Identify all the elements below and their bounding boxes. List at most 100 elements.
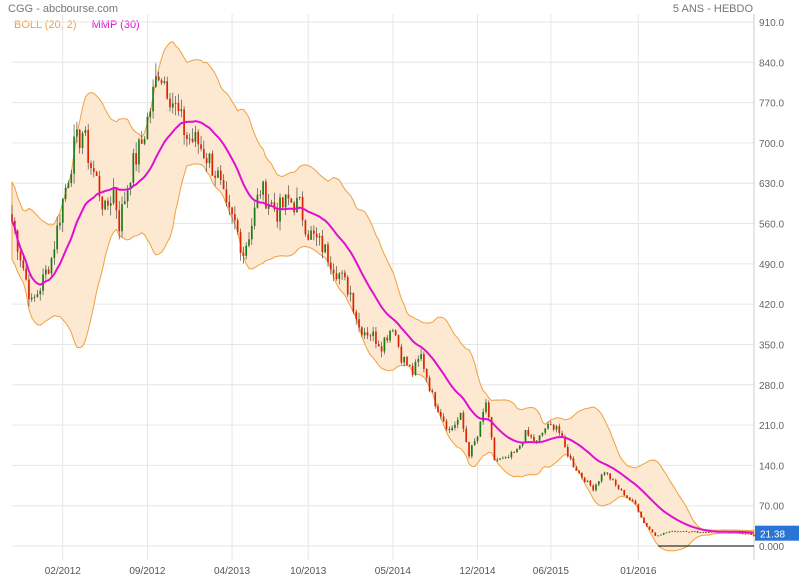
candle-body [750, 533, 753, 535]
candle-body [219, 170, 222, 181]
candle-body [442, 416, 445, 422]
candle-body [315, 233, 318, 238]
candle-body [705, 532, 707, 534]
candle-body [428, 377, 431, 391]
candle-body [482, 411, 484, 422]
candle-body [112, 187, 115, 204]
candle-body [555, 426, 558, 430]
candle-body [696, 531, 699, 533]
candle-body [648, 526, 651, 530]
x-tick-label: 10/2013 [290, 566, 327, 577]
candle-body [490, 417, 493, 438]
candle-body [513, 452, 516, 453]
candle-body [160, 80, 163, 83]
candle-body [152, 86, 154, 112]
candle-body [87, 130, 90, 163]
candle-body [50, 258, 53, 274]
candle-body [631, 499, 634, 501]
candle-body [550, 424, 552, 425]
candle-body [445, 421, 448, 430]
candle-body [620, 488, 623, 491]
candle-body [90, 162, 92, 169]
candle-body [33, 296, 36, 298]
candle-body [392, 330, 394, 332]
candle-body [234, 214, 236, 221]
candle-body [634, 500, 637, 505]
candle-body [665, 532, 668, 534]
candle-body [507, 457, 510, 458]
candle-body [59, 222, 61, 226]
candle-body [143, 139, 146, 144]
candle-body [290, 198, 293, 203]
candle-body [397, 335, 400, 347]
candle-body [228, 202, 231, 208]
candle-body [586, 480, 589, 482]
candle-body [702, 532, 705, 533]
candle-body [214, 175, 216, 178]
candle-body [564, 436, 566, 448]
candle-body [253, 207, 256, 226]
candle-body [612, 479, 614, 481]
candle-body [211, 153, 214, 176]
x-tick-label: 09/2012 [129, 566, 166, 577]
candle-body [36, 294, 39, 297]
candle-body [459, 412, 462, 420]
candle-body [693, 531, 696, 533]
candle-body [414, 362, 417, 376]
candle-body [129, 182, 132, 189]
candle-body [22, 260, 25, 269]
y-tick-label: 770.0 [759, 99, 784, 110]
y-tick-label: 840.0 [759, 58, 784, 69]
y-tick-label: 630.0 [759, 179, 784, 190]
x-tick-label: 12/2014 [459, 566, 496, 577]
candle-body [533, 436, 535, 441]
candle-body [25, 268, 27, 280]
candle-body [327, 244, 329, 263]
y-axis: 910.0 840.0 770.0 700.0 630.0 560.0 490.0 420.0… [759, 18, 784, 553]
chart-source-title: CGG - abcbourse.com [8, 3, 119, 15]
candle-body [30, 297, 33, 300]
candle-body [298, 196, 301, 198]
candle-body [296, 197, 298, 213]
candle-body [81, 133, 84, 149]
candle-body [259, 194, 262, 196]
candle-body [609, 473, 611, 480]
candle-body [372, 331, 374, 336]
candle-body [245, 245, 248, 256]
candle-body [73, 136, 75, 174]
candle-body [169, 98, 171, 108]
y-tick-label: 910.0 [759, 18, 784, 29]
x-tick-label: 05/2014 [375, 566, 412, 577]
candle-body [552, 424, 555, 430]
candle-body [566, 447, 569, 457]
candle-body [355, 311, 358, 320]
candle-body [377, 343, 380, 347]
candle-body [78, 129, 81, 149]
candle-body [332, 269, 335, 274]
x-axis: 02/2012 09/2012 04/2013 10/2013 05/2014 12/20… [45, 566, 657, 577]
candle-body [222, 180, 225, 190]
candle-body [408, 365, 411, 367]
candle-body [589, 480, 592, 486]
candle-body [400, 346, 403, 363]
y-tick-label: 210.0 [759, 421, 784, 432]
candle-body [267, 203, 270, 209]
candle-body [313, 230, 315, 234]
candle-body [685, 531, 688, 532]
candle-body [451, 427, 453, 431]
candle-body [174, 102, 177, 104]
candle-body [346, 277, 349, 295]
y-tick-label: 140.0 [759, 461, 784, 472]
candle-body [439, 411, 442, 417]
mmp-line [11, 120, 755, 534]
candle-body [98, 175, 101, 197]
candle-body [411, 365, 414, 376]
candle-body [614, 480, 617, 486]
candle-body [45, 269, 47, 275]
candle-body [671, 530, 674, 532]
candle-body [431, 390, 434, 393]
candle-body [487, 402, 490, 418]
candle-body [679, 531, 682, 533]
y-tick-label: 280.0 [759, 381, 784, 392]
candle-body [394, 330, 397, 336]
